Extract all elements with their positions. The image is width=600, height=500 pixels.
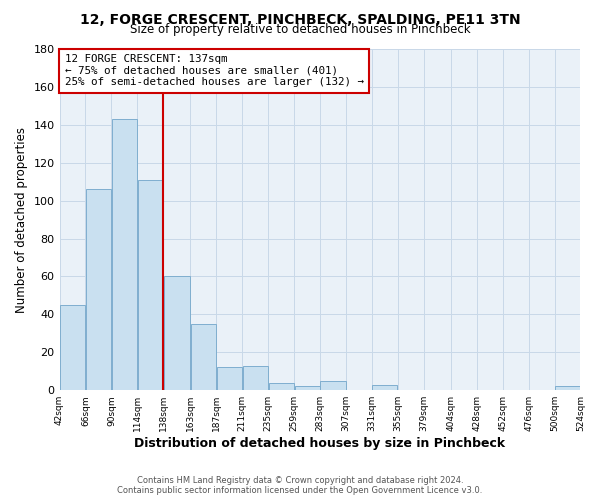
Text: 12 FORGE CRESCENT: 137sqm
← 75% of detached houses are smaller (401)
25% of semi: 12 FORGE CRESCENT: 137sqm ← 75% of detac…	[65, 54, 364, 88]
Bar	[269, 382, 293, 390]
Bar	[373, 384, 397, 390]
Bar	[191, 324, 216, 390]
Bar	[164, 276, 190, 390]
Text: Contains HM Land Registry data © Crown copyright and database right 2024.
Contai: Contains HM Land Registry data © Crown c…	[118, 476, 482, 495]
Text: Size of property relative to detached houses in Pinchbeck: Size of property relative to detached ho…	[130, 22, 470, 36]
Bar	[555, 386, 580, 390]
Bar	[60, 305, 85, 390]
X-axis label: Distribution of detached houses by size in Pinchbeck: Distribution of detached houses by size …	[134, 437, 506, 450]
Bar	[112, 119, 137, 390]
Bar	[295, 386, 320, 390]
Bar	[217, 368, 242, 390]
Y-axis label: Number of detached properties: Number of detached properties	[15, 126, 28, 312]
Bar	[138, 180, 163, 390]
Text: 12, FORGE CRESCENT, PINCHBECK, SPALDING, PE11 3TN: 12, FORGE CRESCENT, PINCHBECK, SPALDING,…	[80, 12, 520, 26]
Bar	[242, 366, 268, 390]
Bar	[86, 190, 111, 390]
Bar	[320, 380, 346, 390]
